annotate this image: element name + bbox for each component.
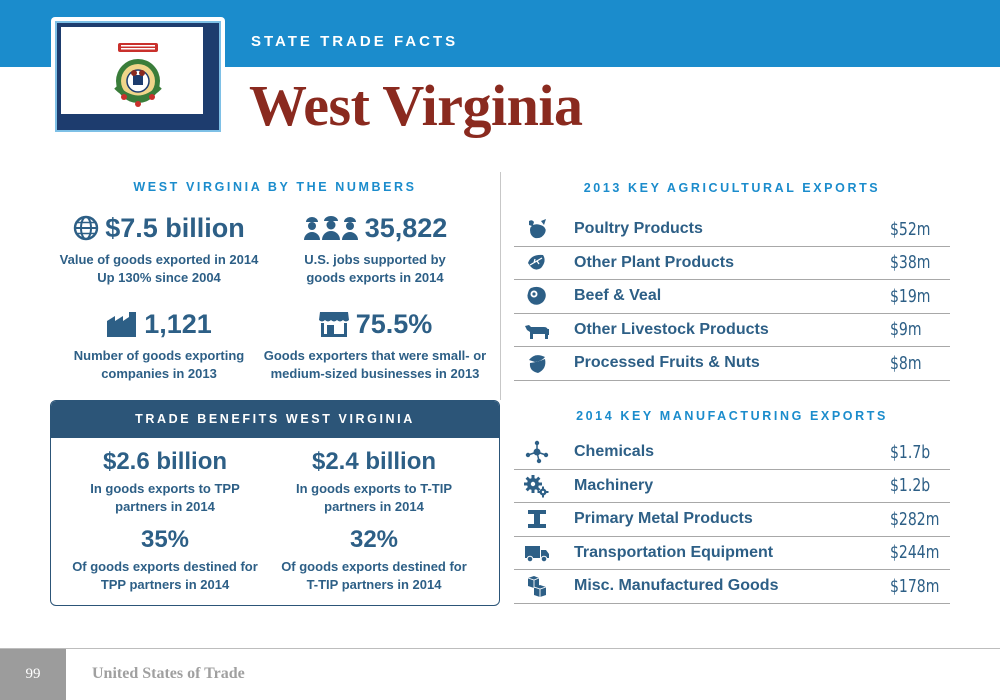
- molecule-icon: [525, 441, 549, 464]
- benefit-caption: Of goods exports destined for TPP partne…: [72, 559, 258, 592]
- page-title: West Virginia: [249, 73, 583, 138]
- item-value: $52m: [890, 218, 931, 240]
- factory-icon: [107, 312, 137, 337]
- cow-icon: [525, 324, 549, 339]
- item-label: Other Plant Products: [574, 253, 735, 271]
- item-value: $9m: [890, 319, 922, 341]
- stat-value: $7.5 billion: [105, 212, 245, 243]
- benefit-tpp-value: $2.6 billion In goods exports to TPP par…: [65, 448, 265, 516]
- list-item: Machinery $1.2b: [514, 470, 950, 503]
- manufacturing-heading: 2014 KEY MANUFACTURING EXPORTS: [576, 409, 888, 423]
- boxes-icon: [527, 576, 547, 598]
- steak-icon: [527, 287, 546, 306]
- list-item: Poultry Products $52m: [514, 213, 950, 247]
- trade-benefits-panel: TRADE BENEFITS WEST VIRGINIA $2.6 billio…: [50, 400, 500, 606]
- publication-name: United States of Trade: [92, 665, 245, 682]
- list-item: Other Livestock Products $9m: [514, 314, 950, 347]
- item-label: Processed Fruits & Nuts: [574, 354, 760, 372]
- list-item: Misc. Manufactured Goods $178m: [514, 570, 950, 604]
- list-item: Processed Fruits & Nuts $8m: [514, 347, 950, 381]
- chicken-icon: [529, 219, 546, 239]
- stat-export-value: $7.5 billion Value of goods exported in …: [49, 211, 269, 287]
- leaf-icon: [528, 254, 545, 270]
- item-value: $19m: [890, 285, 931, 307]
- stat-caption: Goods exporters that were small- or medi…: [263, 348, 487, 381]
- item-label: Primary Metal Products: [574, 510, 753, 528]
- item-label: Transportation Equipment: [574, 543, 774, 561]
- globe-icon: [74, 215, 99, 241]
- benefit-tpp-share: 35% Of goods exports destined for TPP pa…: [65, 526, 265, 594]
- benefit-value: 32%: [349, 526, 399, 553]
- list-item: Beef & Veal $19m: [514, 280, 950, 314]
- stat-value: 35,822: [364, 212, 448, 243]
- truck-icon: [525, 545, 549, 563]
- item-value: $8m: [890, 352, 922, 374]
- nut-icon: [529, 355, 546, 374]
- benefit-value: 35%: [140, 526, 190, 553]
- list-item: Chemicals $1.7b: [514, 436, 950, 470]
- manufacturing-list: Chemicals $1.7b Machinery $1.2b Primary …: [514, 436, 950, 604]
- benefit-caption: Of goods exports destined for T-TIP part…: [281, 559, 467, 592]
- workers-icon: [303, 216, 358, 240]
- stat-caption: Value of goods exported in 2014 Up 130% …: [59, 252, 259, 285]
- item-value: $282m: [890, 508, 940, 530]
- storefront-icon: [318, 312, 349, 337]
- benefit-ttip-value: $2.4 billion In goods exports to T-TIP p…: [274, 448, 474, 516]
- column-divider: [500, 172, 501, 400]
- page-number: 99: [0, 649, 66, 700]
- numbers-heading: WEST VIRGINIA BY THE NUMBERS: [133, 180, 417, 194]
- i-beam-icon: [528, 510, 546, 529]
- stat-jobs: 35,822 U.S. jobs supported by goods expo…: [265, 211, 485, 287]
- benefit-caption: In goods exports to T-TIP partners in 20…: [296, 481, 452, 514]
- benefit-ttip-share: 32% Of goods exports destined for T-TIP …: [274, 526, 474, 594]
- stat-value: 1,121: [144, 308, 212, 339]
- item-value: $244m: [890, 542, 940, 564]
- list-item: Primary Metal Products $282m: [514, 503, 950, 537]
- stat-caption: U.S. jobs supported by goods exports in …: [304, 252, 446, 285]
- stat-sme-share: 75.5% Goods exporters that were small- o…: [263, 307, 487, 383]
- section-kicker: STATE TRADE FACTS: [251, 33, 459, 50]
- benefits-heading: TRADE BENEFITS WEST VIRGINIA: [51, 401, 499, 438]
- agricultural-list: Poultry Products $52m Other Plant Produc…: [514, 213, 950, 381]
- footer-divider: [0, 648, 1000, 649]
- west-virginia-flag: [51, 17, 225, 136]
- gears-icon: [524, 474, 549, 498]
- item-value: $178m: [890, 575, 940, 597]
- benefit-value: $2.6 billion: [102, 448, 228, 475]
- item-label: Chemicals: [574, 443, 655, 461]
- item-value: $38m: [890, 252, 931, 274]
- stat-caption: Number of goods exporting companies in 2…: [73, 348, 245, 381]
- item-label: Machinery: [574, 476, 654, 494]
- agricultural-heading: 2013 KEY AGRICULTURAL EXPORTS: [583, 181, 881, 195]
- stat-value: 75.5%: [355, 308, 433, 339]
- item-value: $1.2b: [890, 475, 931, 497]
- item-label: Misc. Manufactured Goods: [574, 577, 779, 595]
- benefit-caption: In goods exports to TPP partners in 2014: [90, 481, 240, 514]
- item-label: Beef & Veal: [574, 287, 662, 305]
- list-item: Other Plant Products $38m: [514, 247, 950, 280]
- item-value: $1.7b: [890, 441, 931, 463]
- item-label: Poultry Products: [574, 220, 703, 238]
- benefit-value: $2.4 billion: [311, 448, 437, 475]
- item-label: Other Livestock Products: [574, 320, 769, 338]
- stat-companies: 1,121 Number of goods exporting companie…: [49, 307, 269, 383]
- list-item: Transportation Equipment $244m: [514, 537, 950, 570]
